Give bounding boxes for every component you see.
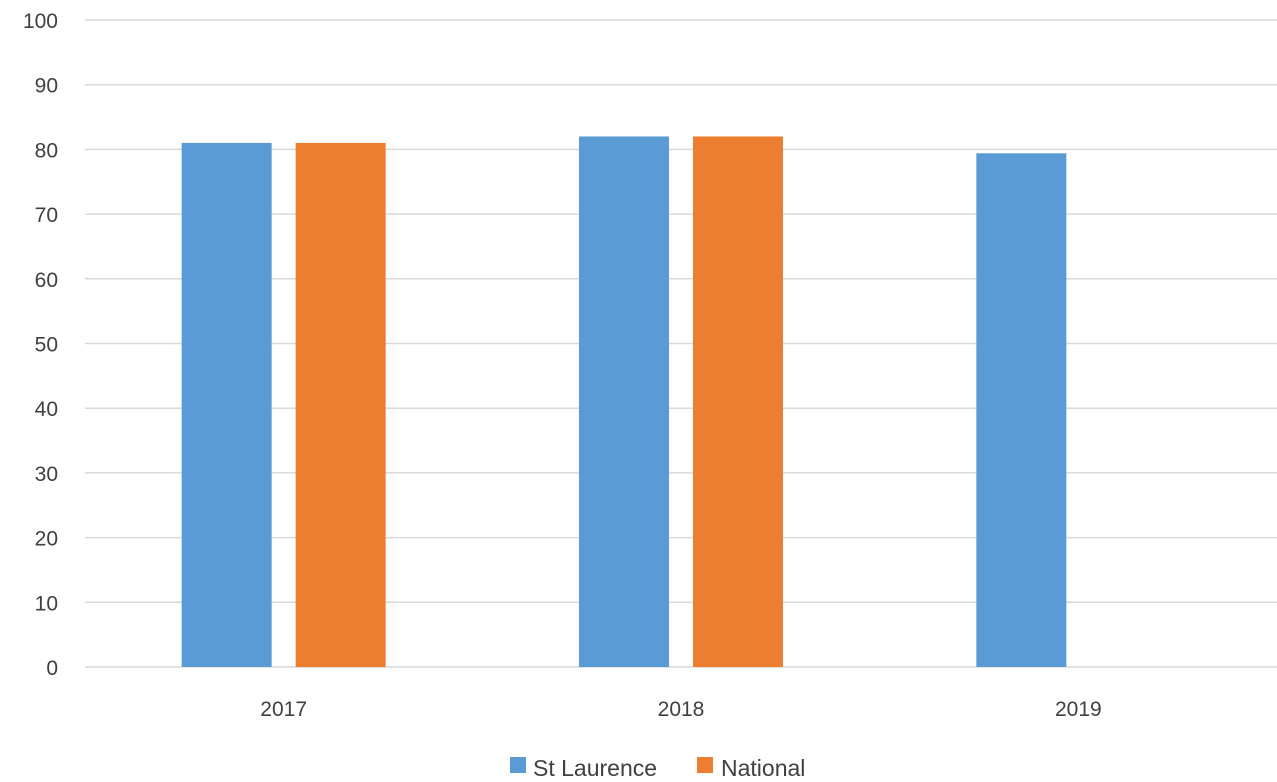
y-tick-label: 30: [35, 463, 58, 486]
y-tick-label: 40: [35, 398, 58, 421]
legend: St Laurence National: [510, 755, 805, 781]
gridlines: [85, 19, 1277, 668]
legend-label-st-laurence: St Laurence: [533, 755, 657, 781]
legend-swatch-st-laurence: [510, 757, 526, 773]
y-tick-label: 50: [35, 334, 58, 357]
y-tick-label: 70: [35, 204, 58, 227]
bar-st-laurence-2019: [976, 153, 1067, 668]
x-axis-tick-labels: 2017 2018 2019: [260, 698, 1101, 721]
y-axis-tick-labels: 0 10 20 30 40 50 60 70 80 90 100: [23, 10, 58, 680]
y-tick-label: 90: [35, 75, 58, 98]
legend-label-national: National: [721, 755, 805, 781]
x-tick-label: 2018: [658, 698, 705, 721]
legend-swatch-national: [697, 757, 713, 773]
y-tick-label: 80: [35, 139, 58, 162]
x-tick-label: 2019: [1055, 698, 1102, 721]
y-tick-label: 0: [46, 657, 58, 680]
bar-national-2018: [693, 136, 783, 667]
y-tick-label: 60: [35, 269, 58, 292]
bar-national-2017: [295, 142, 386, 667]
bars: [181, 136, 1067, 668]
y-tick-label: 20: [35, 528, 58, 551]
bar-st-laurence-2018: [579, 136, 669, 667]
x-tick-label: 2017: [260, 698, 307, 721]
y-tick-label: 10: [35, 592, 58, 615]
y-tick-label: 100: [23, 10, 58, 33]
bar-st-laurence-2017: [181, 142, 272, 667]
